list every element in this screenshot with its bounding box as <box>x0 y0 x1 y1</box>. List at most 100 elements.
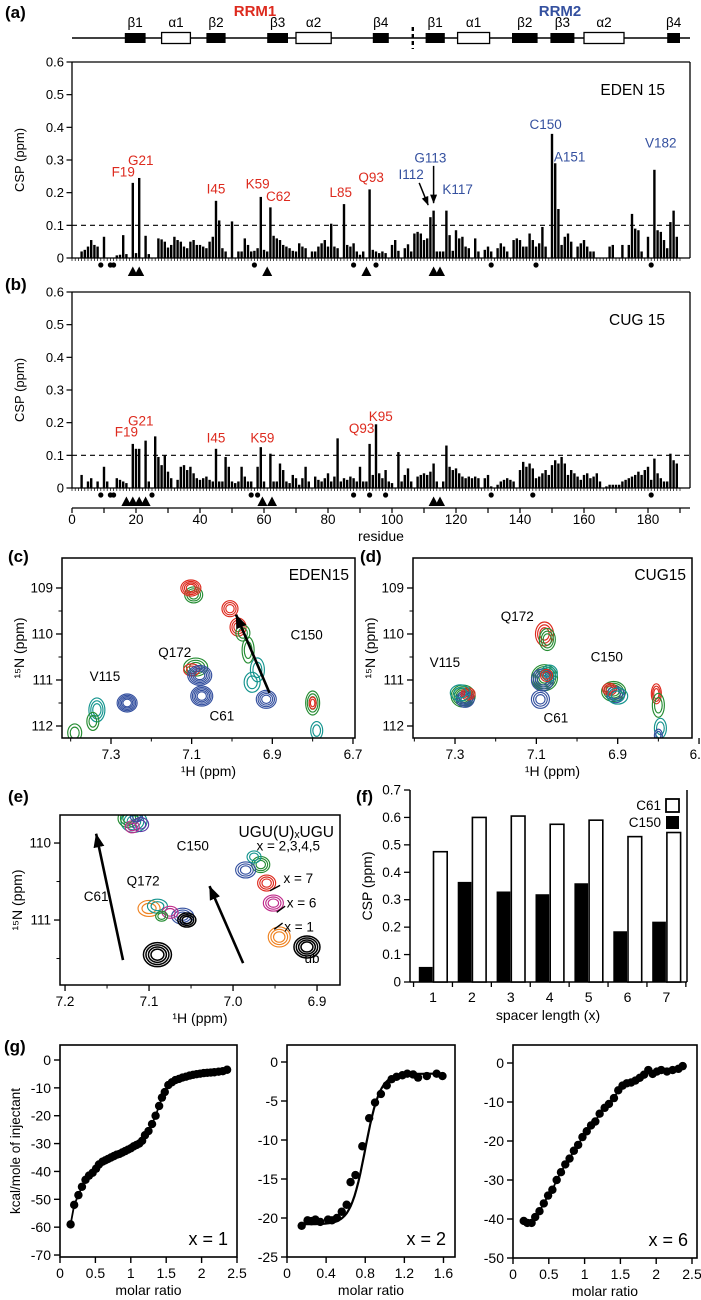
peak-label: V115 <box>430 655 461 670</box>
csp-bar <box>426 238 429 258</box>
nmr-peak-contour <box>542 670 551 680</box>
csp-bar <box>214 200 218 258</box>
itc-data-point <box>530 1212 540 1222</box>
bar-c150 <box>535 894 550 982</box>
spectrum-title: UGU(U)ₓUGU <box>239 824 335 841</box>
bar-c61 <box>549 823 565 983</box>
csp-bar <box>275 238 278 258</box>
csp-bar <box>131 443 134 488</box>
nmr-peak-contour <box>196 691 207 701</box>
dot-marker <box>98 262 104 268</box>
peak-layer <box>67 579 324 738</box>
csp-bar <box>416 231 419 258</box>
csp-bar <box>384 253 387 258</box>
csp-bar <box>211 236 214 258</box>
csp-bar <box>304 248 307 258</box>
csp-bar <box>314 476 317 488</box>
csp-bar <box>544 246 547 258</box>
csp-bar <box>630 476 634 488</box>
y-tick-label: 110 <box>31 626 53 641</box>
csp-bar <box>352 243 355 258</box>
peak-label: V115 <box>90 669 121 684</box>
nmr-peak-contour <box>538 627 556 652</box>
csp-bar <box>534 478 538 488</box>
csp-bar <box>218 220 221 258</box>
x-axis-title: molar ratio <box>115 1282 181 1298</box>
csp-bar <box>464 246 467 258</box>
y-tick-label: -60 <box>31 1219 51 1235</box>
csp-bar <box>147 481 150 488</box>
x-axis-title: spacer length (x) <box>496 1007 600 1023</box>
nmr-peak-contour <box>539 668 554 682</box>
x-tick-label: 7.3 <box>446 747 465 762</box>
y-tick-label: 0.1 <box>46 448 64 463</box>
csp-bar <box>445 210 448 258</box>
x-tick-label: 5 <box>585 989 593 1005</box>
csp-bar <box>659 231 662 258</box>
csp-bar <box>605 486 608 488</box>
ss-element-label: α2 <box>306 15 321 30</box>
x-tick-label: 0.8 <box>356 1265 376 1281</box>
nmr-peak-contour <box>246 675 258 690</box>
csp-bar <box>582 240 586 258</box>
bar-c61 <box>588 819 604 983</box>
csp-bar <box>528 463 531 488</box>
nmr-peak-contour <box>193 688 211 704</box>
csp-bar <box>531 468 534 488</box>
ss-sheet <box>425 33 445 43</box>
csp-bar <box>282 470 285 488</box>
csp-bar <box>442 251 445 258</box>
csp-bar <box>522 461 525 488</box>
bar-c61 <box>432 850 448 983</box>
csp-bar <box>330 481 333 488</box>
csp-bar <box>458 238 461 258</box>
csp-bar <box>390 483 394 488</box>
itc-data-point <box>154 1101 164 1111</box>
x-tick-label: 7.1 <box>140 994 159 1009</box>
y-tick-label: -20 <box>31 1108 51 1124</box>
ss-sheet <box>512 33 538 43</box>
csp-bar <box>403 248 406 258</box>
y-tick-label: 0.5 <box>46 317 64 332</box>
csp-bar <box>550 133 554 258</box>
csp-bar <box>614 484 618 488</box>
y-tick-label: 112 <box>382 718 404 733</box>
csp-bar <box>122 235 125 258</box>
y-tick-label: 111 <box>32 672 53 687</box>
csp-bar <box>259 196 262 258</box>
peak-label: Q172 <box>501 609 534 624</box>
csp-bar <box>80 251 83 258</box>
itc-data-point <box>543 1191 553 1200</box>
csp-bar <box>214 448 218 488</box>
x-tick-label: 1 <box>581 1266 589 1282</box>
y-tick-label: -70 <box>31 1247 51 1263</box>
csp-bar <box>352 478 355 488</box>
residue-annotation: F19 <box>115 424 138 439</box>
bar-c150 <box>613 931 627 982</box>
itc-data-point <box>358 1142 367 1151</box>
nmr-peak-contour <box>122 698 132 708</box>
csp-bar <box>448 466 451 488</box>
legend-swatch-c61 <box>665 798 680 813</box>
x-tick-label: 40 <box>192 512 207 527</box>
csp-bar <box>413 233 416 258</box>
nmr-peak-contour <box>655 730 662 738</box>
nmr-peak-contour <box>262 894 284 912</box>
csp-bar <box>243 238 246 258</box>
csp-bar <box>346 244 349 258</box>
csp-bar <box>560 244 563 258</box>
csp-bar <box>541 473 544 488</box>
y-tick-label: 109 <box>381 580 404 595</box>
nmr-peak-contour <box>150 948 165 961</box>
csp-bar <box>550 465 554 488</box>
csp-bar <box>326 246 330 258</box>
ss-helix <box>295 31 332 45</box>
leader-dash <box>269 884 281 892</box>
spectrum-frame <box>412 557 693 739</box>
csp-bar <box>541 226 544 258</box>
dot-marker <box>530 492 536 498</box>
csp-bar <box>410 251 413 258</box>
csp-bar <box>224 456 227 488</box>
csp-bar <box>461 476 464 488</box>
spectrum-frame <box>61 557 356 739</box>
